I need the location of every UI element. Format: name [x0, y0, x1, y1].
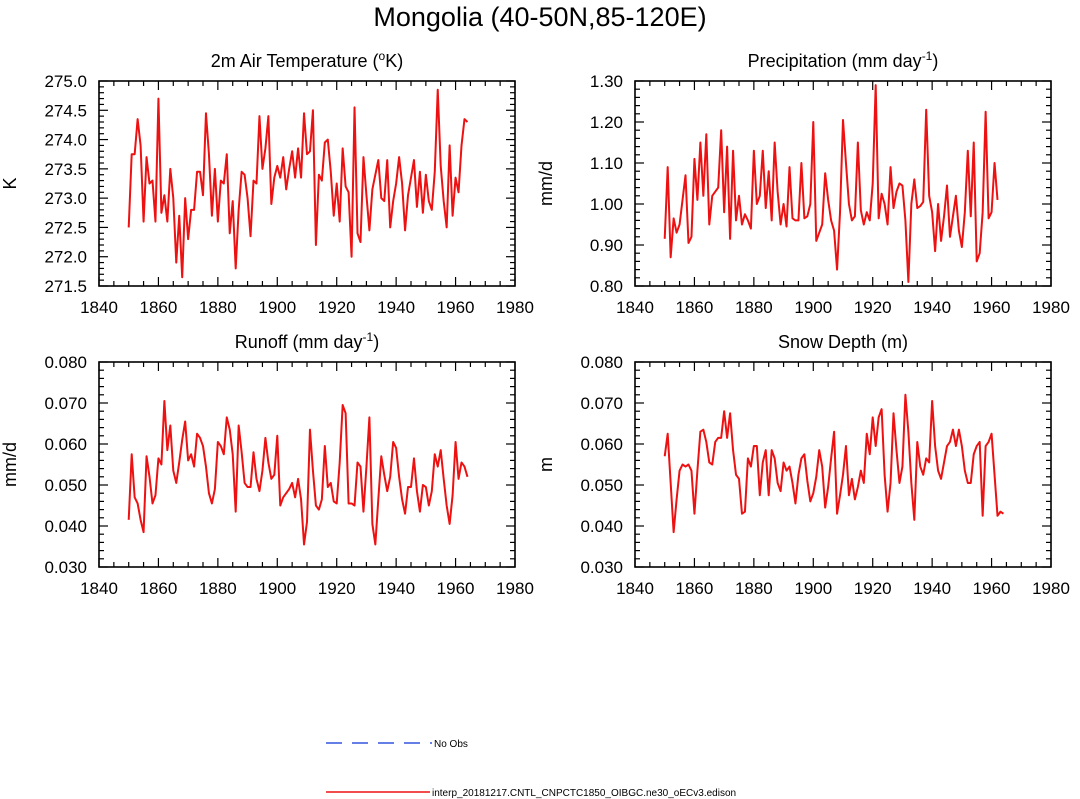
runoff-x-tick-label: 1960: [437, 579, 475, 598]
snow-depth-x-tick-label: 1960: [973, 579, 1011, 598]
temperature-x-tick-label: 1960: [437, 298, 475, 317]
precipitation-x-tick-label: 1840: [616, 298, 654, 317]
temperature-panel: 2m Air Temperature (oK) K 1840 1860 1880 1900…: [0, 49, 534, 317]
temperature-title: 2m Air Temperature (oK): [211, 49, 403, 71]
runoff-x-tick-label: 1940: [377, 579, 415, 598]
runoff-title: Runoff (mm day-1): [235, 330, 379, 352]
runoff-x-tick-label: 1840: [80, 579, 118, 598]
precipitation-x-tick-label: 1900: [794, 298, 832, 317]
precipitation-y-tick-label: 1.30: [590, 72, 623, 91]
snow-depth-title-main: Snow Depth (m): [778, 332, 908, 352]
precipitation-x-tick-label: 1880: [735, 298, 773, 317]
figure-title: Mongolia (40-50N,85-120E): [373, 2, 706, 32]
snow-depth-x-tick-label: 1880: [735, 579, 773, 598]
runoff-x-tick-label: 1920: [318, 579, 356, 598]
temperature-title-sup: o: [379, 49, 386, 63]
runoff-title-sup: -1: [363, 330, 374, 344]
legend-obs-label: No Obs: [434, 739, 468, 750]
snow-depth-ylabel: m: [536, 457, 556, 472]
precipitation-y-tick-label: 1.00: [590, 195, 623, 214]
precipitation-x-tick-label: 1980: [1032, 298, 1070, 317]
temperature-x-tick-label: 1840: [80, 298, 118, 317]
runoff-y-tick-label: 0.060: [44, 435, 87, 454]
temperature-y-tick-label: 272.0: [44, 248, 87, 267]
temperature-x-tick-label: 1880: [199, 298, 237, 317]
precipitation-title-sup: -1: [922, 49, 933, 63]
snow-depth-y-tick-label: 0.040: [580, 517, 623, 536]
runoff-panel: Runoff (mm day-1) mm/d 1840 1860 1880 1900 192…: [0, 330, 534, 598]
temperature-x-tick-label: 1900: [258, 298, 296, 317]
temperature-y-tick-label: 272.5: [44, 218, 87, 237]
temperature-y-tick-label: 274.0: [44, 131, 87, 150]
precipitation-x-tick-label: 1960: [973, 298, 1011, 317]
runoff-title-main: Runoff (mm day: [235, 332, 363, 352]
legend-model-label: interp_20181217.CNTL_CNPCTC1850_OIBGC.ne…: [432, 788, 736, 799]
runoff-y-tick-label: 0.070: [44, 394, 87, 413]
temperature-title-end: K): [385, 51, 403, 71]
snow-depth-x-tick-label: 1860: [676, 579, 714, 598]
temperature-series-line: [127, 88, 469, 279]
temperature-y-tick-label: 271.5: [44, 277, 87, 296]
chart-panels: 2m Air Temperature (oK) K 1840 1860 1880 1900…: [0, 49, 1070, 598]
precipitation-x-tick-label: 1920: [854, 298, 892, 317]
precipitation-title-end: ): [932, 51, 938, 71]
temperature-y-tick-label: 273.0: [44, 189, 87, 208]
snow-depth-x-tick-label: 1900: [794, 579, 832, 598]
snow-depth-x-tick-label: 1920: [854, 579, 892, 598]
precipitation-series-line: [663, 84, 999, 283]
precipitation-panel: Precipitation (mm day-1) mm/d 1840 1860 1880…: [536, 49, 1070, 317]
temperature-y-tick-label: 275.0: [44, 72, 87, 91]
snow-depth-y-tick-label: 0.050: [580, 476, 623, 495]
runoff-y-tick-label: 0.030: [44, 558, 87, 577]
temperature-x-tick-label: 1980: [496, 298, 534, 317]
temperature-title-main: 2m Air Temperature (: [211, 51, 379, 71]
legend: No Obs interp_20181217.CNTL_CNPCTC1850_O…: [326, 739, 736, 799]
snow-depth-y-tick-label: 0.030: [580, 558, 623, 577]
precipitation-y-tick-label: 0.80: [590, 277, 623, 296]
temperature-x-tick-label: 1940: [377, 298, 415, 317]
runoff-title-end: ): [373, 332, 379, 352]
runoff-y-tick-label: 0.050: [44, 476, 87, 495]
snow-depth-x-tick-label: 1980: [1032, 579, 1070, 598]
precipitation-title-main: Precipitation (mm day: [748, 51, 922, 71]
runoff-x-tick-label: 1880: [199, 579, 237, 598]
temperature-x-tick-label: 1860: [140, 298, 178, 317]
temperature-ylabel: K: [0, 177, 20, 189]
snow-depth-title: Snow Depth (m): [778, 332, 908, 352]
runoff-ylabel: mm/d: [0, 442, 20, 487]
precipitation-y-tick-label: 1.20: [590, 113, 623, 132]
temperature-y-tick-label: 273.5: [44, 160, 87, 179]
precipitation-y-tick-label: 1.10: [590, 154, 623, 173]
snow-depth-x-tick-label: 1940: [913, 579, 951, 598]
temperature-x-tick-label: 1920: [318, 298, 356, 317]
runoff-x-tick-label: 1980: [496, 579, 534, 598]
runoff-x-tick-label: 1860: [140, 579, 178, 598]
runoff-y-tick-label: 0.080: [44, 353, 87, 372]
temperature-y-tick-label: 274.5: [44, 101, 87, 120]
snow-depth-y-tick-label: 0.060: [580, 435, 623, 454]
precipitation-ylabel: mm/d: [536, 161, 556, 206]
snow-depth-y-tick-label: 0.080: [580, 353, 623, 372]
snow-depth-x-tick-label: 1840: [616, 579, 654, 598]
snow-depth-y-tick-label: 0.070: [580, 394, 623, 413]
precipitation-y-tick-label: 0.90: [590, 236, 623, 255]
runoff-series-line: [127, 399, 469, 546]
snow-depth-panel: Snow Depth (m) m 1840 1860 1880 1900 1920 1940 1…: [536, 332, 1070, 598]
runoff-y-tick-label: 0.040: [44, 517, 87, 536]
precipitation-x-tick-label: 1940: [913, 298, 951, 317]
snow-depth-series-line: [663, 393, 1005, 534]
runoff-x-tick-label: 1900: [258, 579, 296, 598]
precipitation-x-tick-label: 1860: [676, 298, 714, 317]
precipitation-title: Precipitation (mm day-1): [748, 49, 939, 71]
